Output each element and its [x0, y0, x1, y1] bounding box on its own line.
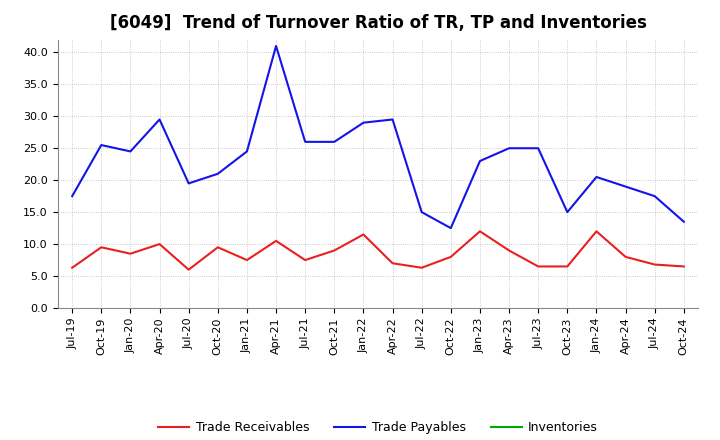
Trade Receivables [156, 242, 164, 247]
Trade Receivables [418, 265, 426, 270]
Line: Trade Receivables: Trade Receivables [72, 231, 684, 270]
Trade Receivables [621, 254, 630, 260]
Trade Receivables [534, 264, 543, 269]
Trade Receivables [650, 262, 659, 267]
Trade Receivables [271, 238, 280, 244]
Trade Payables [271, 44, 280, 49]
Trade Payables [534, 146, 543, 151]
Trade Payables [213, 171, 222, 176]
Trade Receivables [126, 251, 135, 257]
Title: [6049]  Trend of Turnover Ratio of TR, TP and Inventories: [6049] Trend of Turnover Ratio of TR, TP… [109, 15, 647, 33]
Line: Trade Payables: Trade Payables [72, 46, 684, 228]
Trade Payables [243, 149, 251, 154]
Trade Receivables [68, 265, 76, 270]
Trade Payables [359, 120, 368, 125]
Trade Payables [563, 209, 572, 215]
Trade Receivables [213, 245, 222, 250]
Trade Payables [446, 225, 455, 231]
Trade Payables [505, 146, 513, 151]
Trade Payables [68, 194, 76, 199]
Trade Payables [592, 174, 600, 180]
Trade Receivables [680, 264, 688, 269]
Trade Payables [97, 143, 106, 148]
Trade Receivables [592, 229, 600, 234]
Trade Receivables [563, 264, 572, 269]
Trade Receivables [243, 257, 251, 263]
Trade Receivables [446, 254, 455, 260]
Trade Payables [650, 194, 659, 199]
Trade Receivables [184, 267, 193, 272]
Trade Receivables [330, 248, 338, 253]
Trade Receivables [359, 232, 368, 237]
Trade Payables [330, 139, 338, 144]
Trade Payables [418, 209, 426, 215]
Trade Receivables [505, 248, 513, 253]
Trade Payables [476, 158, 485, 164]
Legend: Trade Receivables, Trade Payables, Inventories: Trade Receivables, Trade Payables, Inven… [153, 416, 603, 439]
Trade Receivables [388, 260, 397, 266]
Trade Payables [388, 117, 397, 122]
Trade Receivables [97, 245, 106, 250]
Trade Receivables [301, 257, 310, 263]
Trade Payables [184, 181, 193, 186]
Trade Payables [156, 117, 164, 122]
Trade Payables [621, 184, 630, 189]
Trade Receivables [476, 229, 485, 234]
Trade Payables [126, 149, 135, 154]
Trade Payables [301, 139, 310, 144]
Trade Payables [680, 219, 688, 224]
